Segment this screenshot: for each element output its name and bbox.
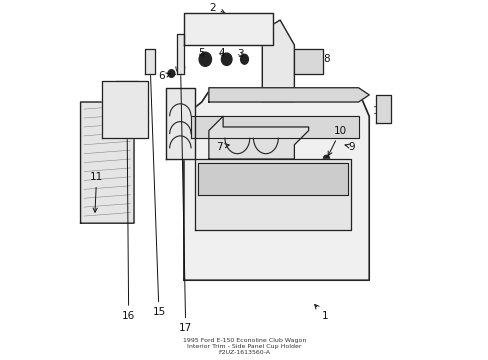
Ellipse shape	[223, 55, 229, 63]
Text: 12: 12	[122, 83, 135, 129]
Text: 6: 6	[158, 71, 170, 81]
Text: 1995 Ford E-150 Econoline Club Wagon
Interior Trim - Side Panel Cup Holder
F2UZ-: 1995 Ford E-150 Econoline Club Wagon Int…	[183, 338, 305, 355]
Polygon shape	[144, 49, 155, 73]
Text: 15: 15	[148, 65, 165, 317]
Ellipse shape	[221, 53, 231, 66]
Text: 14: 14	[122, 94, 135, 109]
Text: 10: 10	[327, 126, 346, 156]
Polygon shape	[81, 102, 134, 223]
Text: 17: 17	[178, 58, 192, 333]
Text: 1: 1	[314, 305, 327, 321]
Text: 13: 13	[372, 106, 386, 116]
Polygon shape	[194, 159, 351, 230]
Polygon shape	[198, 163, 347, 195]
Polygon shape	[262, 20, 294, 102]
Text: 7: 7	[216, 141, 229, 152]
Ellipse shape	[167, 69, 175, 77]
Ellipse shape	[202, 55, 208, 64]
Text: 8: 8	[312, 54, 329, 64]
Text: 16: 16	[122, 102, 135, 321]
Polygon shape	[376, 95, 390, 123]
Text: 2: 2	[209, 3, 224, 13]
Ellipse shape	[292, 197, 324, 221]
Polygon shape	[116, 81, 137, 116]
Ellipse shape	[323, 155, 329, 163]
Polygon shape	[208, 116, 308, 159]
Text: 4: 4	[218, 48, 224, 58]
Ellipse shape	[295, 200, 322, 218]
Polygon shape	[177, 34, 183, 73]
Text: 3: 3	[236, 49, 243, 59]
Polygon shape	[191, 116, 358, 138]
Polygon shape	[294, 49, 322, 73]
Polygon shape	[183, 91, 368, 280]
Text: 5: 5	[197, 48, 204, 58]
Text: 11: 11	[90, 172, 103, 212]
Polygon shape	[183, 13, 272, 45]
Polygon shape	[208, 88, 368, 102]
Text: 9: 9	[345, 141, 354, 152]
Ellipse shape	[199, 52, 211, 66]
Polygon shape	[102, 81, 148, 138]
Polygon shape	[166, 88, 194, 159]
Ellipse shape	[240, 54, 248, 64]
